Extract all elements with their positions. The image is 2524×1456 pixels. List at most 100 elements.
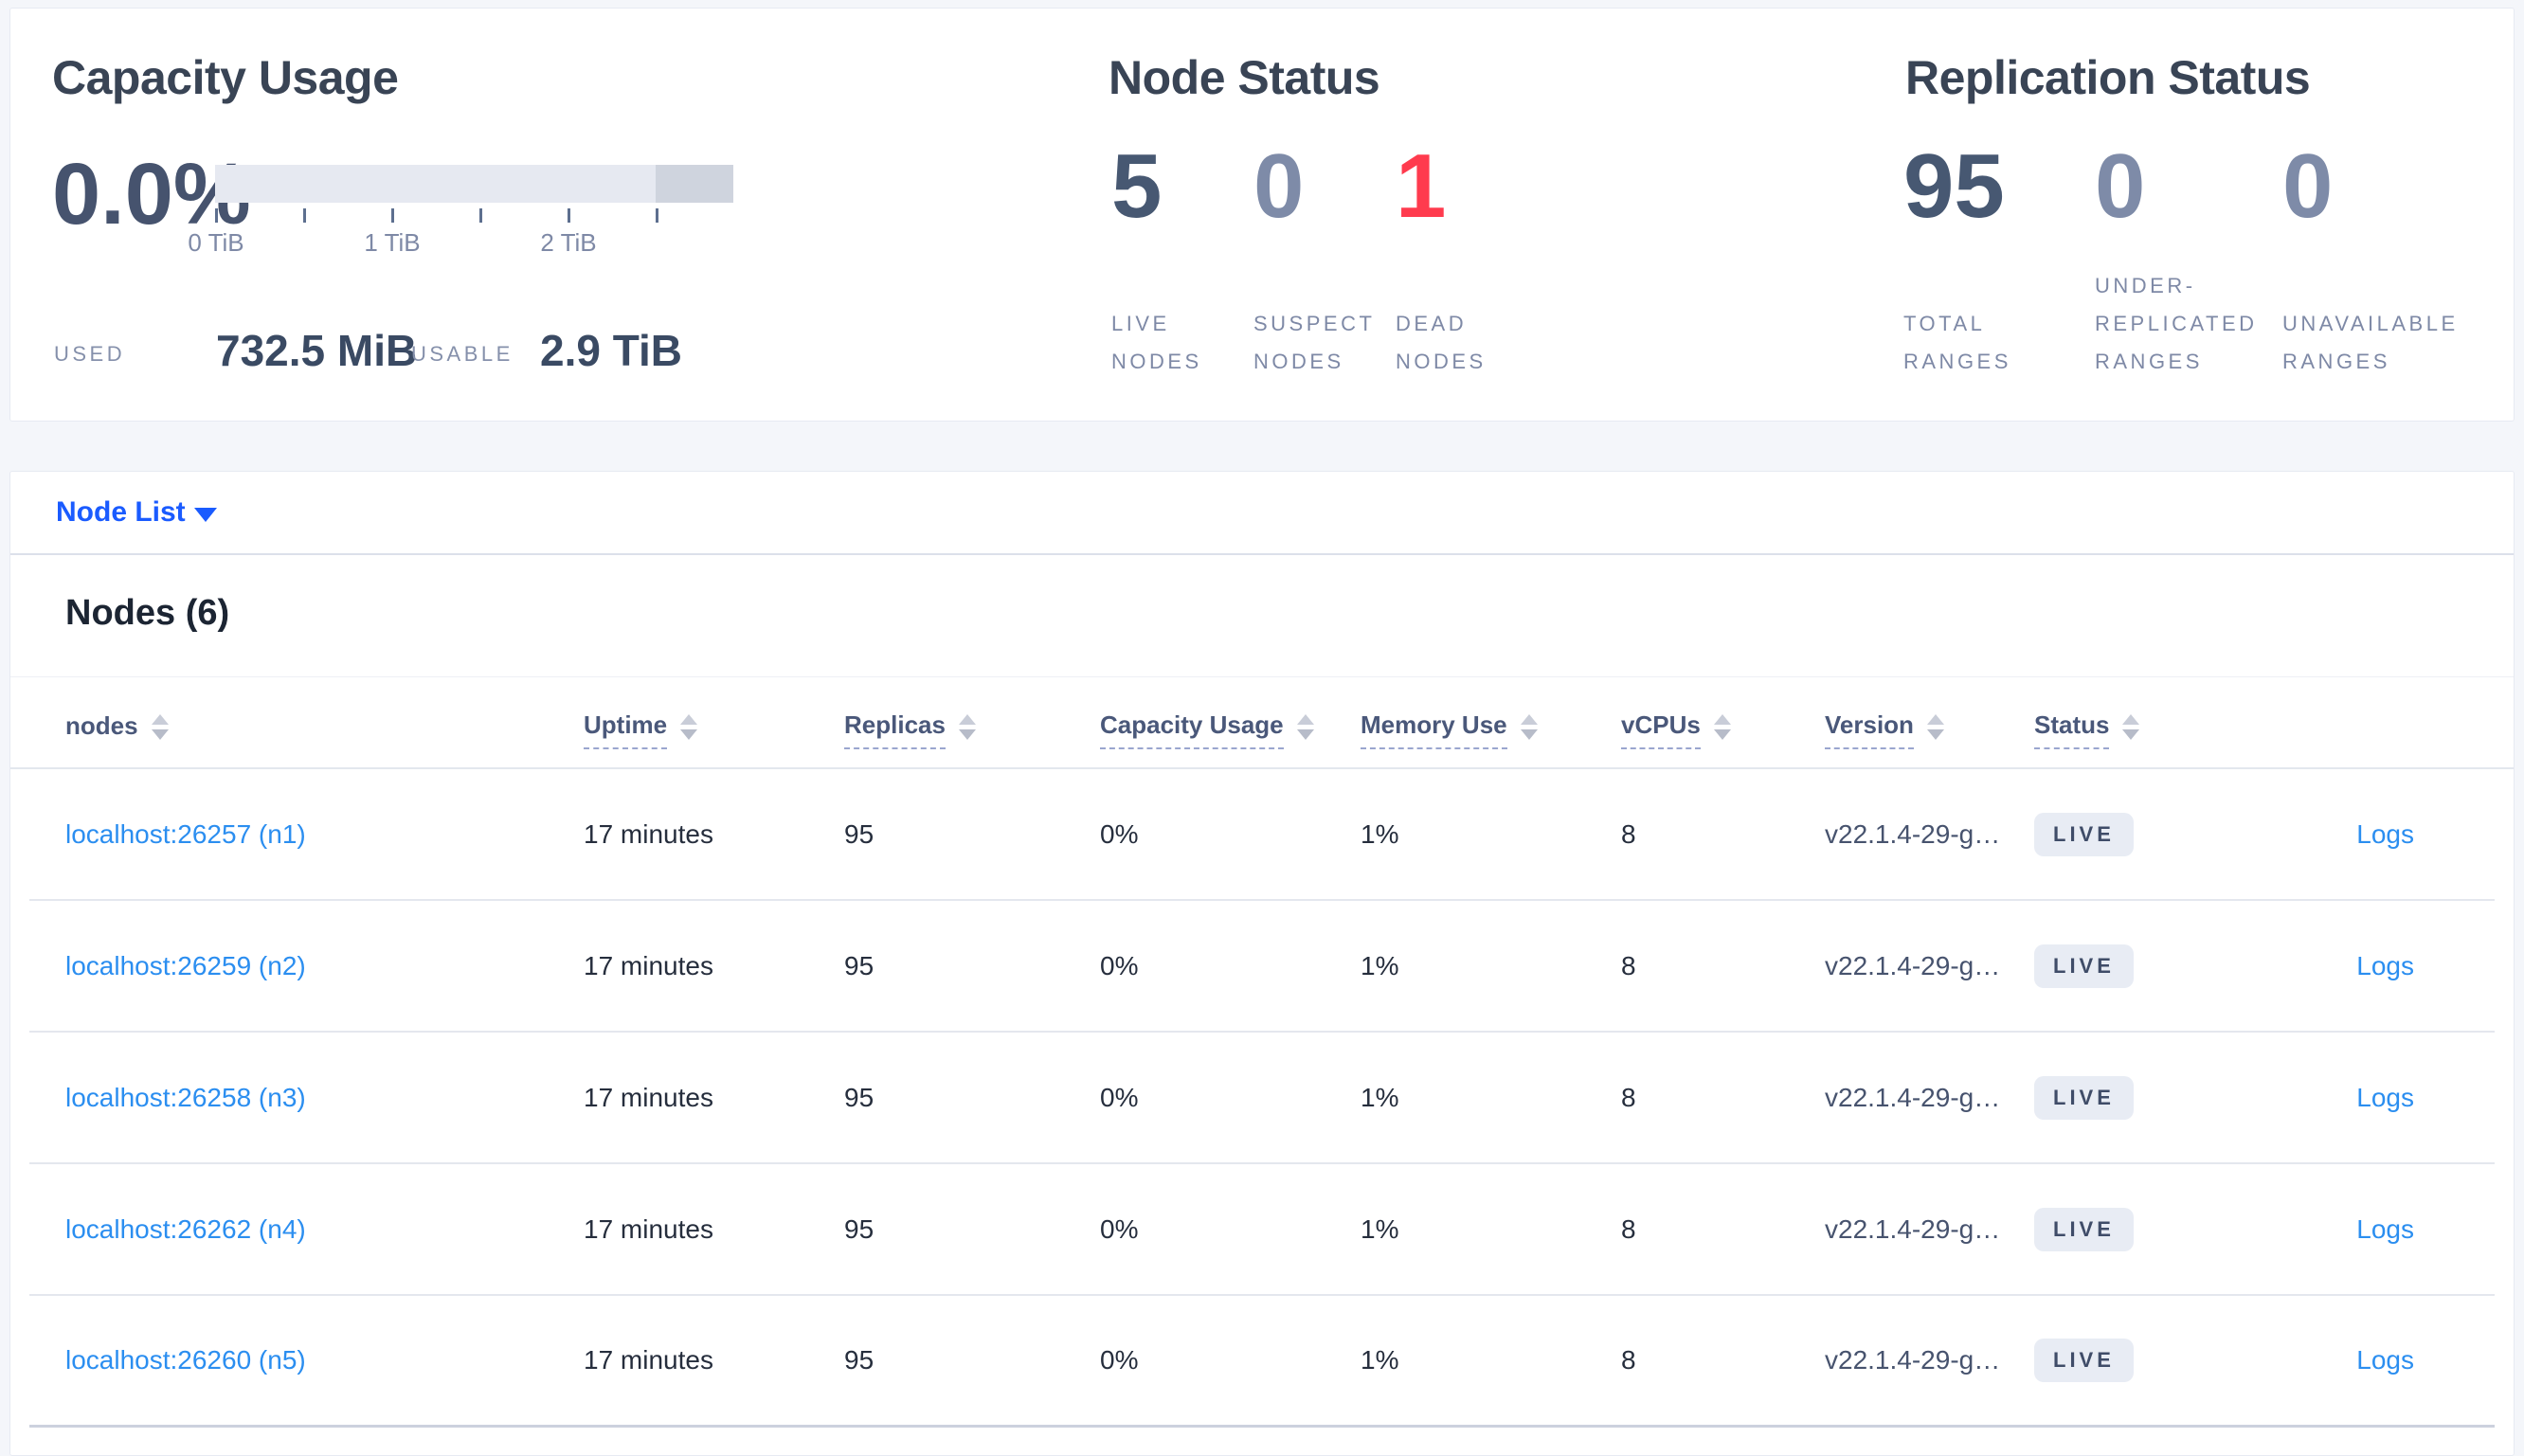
replicas-cell: 95 (844, 1345, 874, 1375)
replication-status-title: Replication Status (1905, 51, 2311, 104)
logs-link[interactable]: Logs (2356, 1213, 2414, 1244)
table-row: localhost:26260 (n5) 17 minutes 95 0% 1%… (29, 1296, 2495, 1428)
node-link[interactable]: localhost:26260 (n5) (65, 1345, 306, 1375)
under-replicated-ranges-label: UNDER- REPLICATED RANGES (2095, 274, 2258, 373)
sort-icon (1926, 713, 1944, 740)
version-cell: v22.1.4-29-g… (1825, 1082, 2001, 1112)
memory-cell: 1% (1361, 1345, 1399, 1375)
usable-label: USABLE (411, 342, 514, 366)
axis-tick-label: 2 TiB (540, 228, 597, 257)
column-header-vcpus[interactable]: vCPUs (1621, 699, 1731, 760)
table-row: localhost:26259 (n2) 17 minutes 95 0% 1%… (29, 901, 2495, 1033)
total-ranges-count: 95 (1903, 135, 2005, 237)
vcpus-cell: 8 (1621, 1345, 1636, 1375)
total-ranges-label: TOTAL RANGES (1903, 312, 2011, 373)
uptime-cell: 17 minutes (584, 818, 713, 849)
node-link[interactable]: localhost:26258 (n3) (65, 1082, 306, 1112)
version-cell: v22.1.4-29-g… (1825, 1345, 2001, 1375)
status-badge: LIVE (2034, 1207, 2134, 1251)
table-top-rule (10, 676, 2514, 677)
live-nodes-label: LIVE NODES (1111, 312, 1202, 373)
unavailable-ranges-label: UNAVAILABLE RANGES (2282, 312, 2459, 373)
vcpus-cell: 8 (1621, 818, 1636, 849)
status-badge: LIVE (2034, 812, 2134, 856)
axis-tick-label: 0 TiB (188, 228, 244, 257)
sort-icon (958, 713, 976, 740)
sort-icon (151, 713, 169, 740)
column-header-replicas[interactable]: Replicas (844, 699, 976, 760)
memory-cell: 1% (1361, 818, 1399, 849)
vcpus-cell: 8 (1621, 950, 1636, 980)
axis-tick-label: 1 TiB (364, 228, 421, 257)
column-header-memory-use[interactable]: Memory Use (1361, 699, 1538, 760)
capacity-bar-dark-segment (656, 165, 733, 203)
axis-tick (479, 208, 482, 223)
capacity-usage-title: Capacity Usage (52, 51, 399, 104)
axis-tick (568, 208, 570, 223)
table-row: localhost:26258 (n3) 17 minutes 95 0% 1%… (29, 1033, 2495, 1164)
node-list-dropdown[interactable]: Node List (56, 496, 186, 528)
uptime-cell: 17 minutes (584, 950, 713, 980)
used-value: 732.5 MiB (216, 326, 418, 375)
logs-link[interactable]: Logs (2356, 1345, 2414, 1375)
suspect-nodes-label: SUSPECT NODES (1253, 312, 1376, 373)
node-link[interactable]: localhost:26262 (n4) (65, 1213, 306, 1244)
used-label: USED (54, 342, 126, 366)
table-row: localhost:26257 (n1) 17 minutes 95 0% 1%… (29, 769, 2495, 901)
dead-nodes-label: DEAD NODES (1396, 312, 1487, 373)
node-list-card: Node List Nodes (6) nodes Uptime Replica… (9, 471, 2515, 1456)
replicas-cell: 95 (844, 1082, 874, 1112)
status-badge: LIVE (2034, 1339, 2134, 1382)
column-header-nodes[interactable]: nodes (65, 699, 169, 760)
capacity-cell: 0% (1100, 818, 1139, 849)
capacity-cell: 0% (1100, 1213, 1139, 1244)
sort-icon (2122, 713, 2140, 740)
uptime-cell: 17 minutes (584, 1082, 713, 1112)
axis-tick (391, 208, 394, 223)
status-badge: LIVE (2034, 1075, 2134, 1120)
nodes-table-header: nodes Uptime Replicas Capacity Usage Mem… (10, 699, 2514, 769)
unavailable-ranges-count: 0 (2282, 135, 2334, 237)
chevron-down-icon[interactable] (194, 508, 217, 522)
nodes-section-heading: Nodes (6) (65, 593, 230, 633)
replicas-cell: 95 (844, 1213, 874, 1244)
live-nodes-count: 5 (1111, 135, 1163, 237)
uptime-cell: 17 minutes (584, 1213, 713, 1244)
axis-tick (303, 208, 306, 223)
version-cell: v22.1.4-29-g… (1825, 1213, 2001, 1244)
version-cell: v22.1.4-29-g… (1825, 950, 2001, 980)
replicas-cell: 95 (844, 950, 874, 980)
capacity-usage-bar (215, 165, 733, 203)
memory-cell: 1% (1361, 1213, 1399, 1244)
uptime-cell: 17 minutes (584, 1345, 713, 1375)
logs-link[interactable]: Logs (2356, 950, 2414, 980)
node-link[interactable]: localhost:26257 (n1) (65, 818, 306, 849)
node-status-title: Node Status (1109, 51, 1380, 104)
logs-link[interactable]: Logs (2356, 1082, 2414, 1112)
axis-tick (215, 208, 218, 223)
column-header-status[interactable]: Status (2034, 699, 2140, 760)
usable-value: 2.9 TiB (540, 326, 682, 375)
node-list-dropdown-bar: Node List (10, 472, 2514, 555)
column-header-version[interactable]: Version (1825, 699, 1944, 760)
sort-icon (1713, 713, 1731, 740)
under-replicated-ranges-count: 0 (2095, 135, 2146, 237)
version-cell: v22.1.4-29-g… (1825, 818, 2001, 849)
column-header-capacity-usage[interactable]: Capacity Usage (1100, 699, 1314, 760)
memory-cell: 1% (1361, 1082, 1399, 1112)
logs-link[interactable]: Logs (2356, 818, 2414, 849)
nodes-table-body: localhost:26257 (n1) 17 minutes 95 0% 1%… (29, 769, 2495, 1428)
vcpus-cell: 8 (1621, 1213, 1636, 1244)
replicas-cell: 95 (844, 818, 874, 849)
cluster-overview-card: Capacity Usage 0.0% 0 TiB 1 TiB 2 TiB US… (9, 8, 2515, 422)
sort-icon (680, 713, 698, 740)
status-badge: LIVE (2034, 944, 2134, 988)
vcpus-cell: 8 (1621, 1082, 1636, 1112)
memory-cell: 1% (1361, 950, 1399, 980)
capacity-cell: 0% (1100, 1082, 1139, 1112)
node-link[interactable]: localhost:26259 (n2) (65, 950, 306, 980)
dead-nodes-count: 1 (1396, 135, 1447, 237)
suspect-nodes-count: 0 (1253, 135, 1305, 237)
column-header-uptime[interactable]: Uptime (584, 699, 698, 760)
sort-icon (1520, 713, 1538, 740)
